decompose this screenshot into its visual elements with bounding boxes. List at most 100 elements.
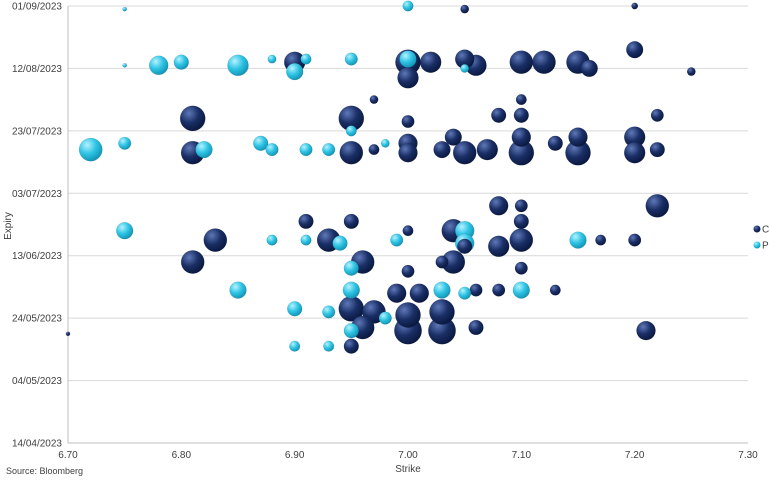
data-point-c [549, 284, 561, 296]
y-tick-label: 24/05/2023 [12, 314, 62, 325]
data-point-c [631, 2, 639, 10]
data-point-p [344, 52, 358, 66]
x-tick-label: 6.90 [285, 450, 305, 461]
y-tick-label: 23/07/2023 [12, 126, 62, 137]
data-point-p [569, 231, 587, 249]
data-point-c [650, 108, 664, 122]
data-point-c [401, 264, 415, 278]
data-point-c [645, 193, 670, 218]
data-point-c [649, 141, 665, 158]
data-point-p [299, 143, 313, 157]
data-point-p [323, 340, 335, 352]
data-point-p [122, 62, 128, 68]
data-point-p [433, 281, 451, 299]
data-point-c [343, 338, 359, 354]
x-tick-label: 6.80 [172, 450, 192, 461]
data-point-p [322, 143, 336, 157]
data-point-p [345, 125, 357, 137]
data-point-c [492, 283, 506, 297]
data-point-p [253, 135, 269, 151]
data-point-c [398, 142, 418, 163]
data-point-c [298, 213, 314, 230]
x-axis-title: Strike [395, 464, 421, 475]
data-point-p [265, 143, 279, 157]
data-point-c [509, 50, 534, 75]
data-point-c [476, 138, 499, 161]
legend-label-c: C [762, 225, 769, 236]
data-point-c [628, 233, 642, 247]
data-point-c [435, 255, 449, 269]
data-point-p [287, 301, 303, 317]
data-point-p [122, 6, 128, 12]
data-point-c [402, 225, 414, 237]
data-point-c [509, 228, 534, 252]
data-point-p [78, 137, 103, 162]
data-point-c [686, 67, 696, 77]
legend-label-p: P [762, 241, 769, 252]
data-point-c [179, 105, 206, 132]
data-point-c [460, 4, 470, 14]
data-point-p [402, 0, 414, 12]
data-point-c [180, 250, 205, 274]
data-point-p [399, 50, 417, 68]
data-point-p [332, 235, 348, 251]
data-point-p [343, 322, 359, 339]
data-point-p [266, 234, 278, 246]
data-point-c [452, 140, 477, 165]
data-point-c [386, 283, 407, 303]
y-tick-label: 12/08/2023 [12, 64, 62, 75]
legend-marker-p [753, 241, 761, 249]
source-note: Source: Bloomberg [6, 466, 84, 476]
data-point-c [568, 127, 588, 147]
data-point-c [457, 238, 473, 254]
data-point-c [487, 235, 510, 258]
data-point-p [300, 234, 312, 246]
data-point-c [409, 283, 430, 303]
data-point-p [512, 281, 530, 299]
x-tick-label: 7.10 [512, 450, 532, 461]
y-tick-label: 14/04/2023 [12, 439, 62, 450]
y-axis-title: Expiry [3, 212, 14, 240]
y-tick-label: 04/05/2023 [12, 376, 62, 387]
data-point-c [513, 213, 529, 230]
data-point-p [390, 233, 404, 247]
data-point-p [458, 286, 472, 300]
data-point-p [378, 311, 392, 325]
data-point-c [433, 140, 451, 159]
data-point-p [460, 63, 470, 73]
data-point-c [491, 107, 507, 123]
data-point-c [636, 320, 656, 341]
data-point-c [515, 94, 527, 106]
y-tick-label: 01/09/2023 [12, 2, 62, 13]
data-point-c [514, 199, 528, 213]
data-point-c [339, 140, 364, 165]
data-point-p [173, 54, 189, 70]
legend: CP [753, 225, 769, 252]
data-point-p [118, 136, 132, 150]
data-point-p [116, 222, 134, 240]
data-points [65, 0, 696, 354]
data-point-c [429, 299, 455, 325]
data-point-c [203, 228, 228, 252]
data-point-c [419, 51, 442, 73]
data-point-c [626, 41, 644, 59]
data-point-p [289, 340, 301, 352]
data-point-c [444, 128, 462, 146]
data-point-c [395, 302, 421, 328]
data-point-p [148, 55, 169, 76]
data-point-p [342, 281, 360, 299]
data-point-c [511, 127, 532, 147]
data-point-c [488, 196, 509, 216]
data-point-c [623, 141, 646, 164]
data-point-c [513, 107, 529, 123]
data-point-c [532, 50, 556, 75]
x-tick-label: 7.20 [625, 450, 645, 461]
data-point-c [368, 144, 380, 156]
data-point-p [195, 140, 213, 159]
data-point-c [514, 261, 528, 275]
data-point-p [267, 54, 277, 64]
axes: 01/09/2023 12/08/2023 23/07/2023 03/07/2023… [12, 2, 758, 462]
data-point-c [343, 213, 359, 230]
